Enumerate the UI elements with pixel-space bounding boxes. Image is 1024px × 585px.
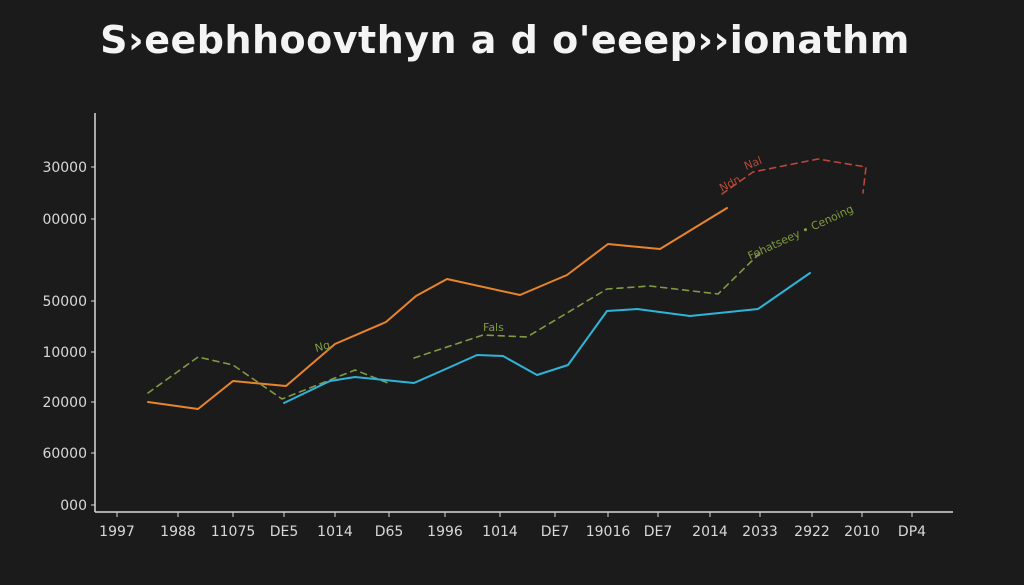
- x-tick-label: 1988: [160, 524, 196, 540]
- x-tick-label: D65: [375, 524, 404, 540]
- x-tick-label: DP4: [898, 524, 926, 540]
- x-tick-label: 2922: [794, 524, 830, 540]
- x-tick-label: 1014: [317, 524, 353, 540]
- series-red-dashed: [721, 158, 867, 195]
- x-tick-label: 19016: [586, 524, 631, 540]
- y-tick-label: 000: [60, 498, 87, 514]
- series-blue-solid: [283, 272, 811, 404]
- y-tick-label: 10000: [42, 345, 87, 361]
- x-tick-label: DE7: [644, 524, 673, 540]
- annotation-label: Fals: [483, 321, 504, 334]
- y-tick-label: 00000: [42, 212, 87, 228]
- chart-axes: [94, 113, 953, 513]
- series-green-dashed-late: [413, 252, 761, 359]
- annotation-label: Ng: [313, 338, 331, 354]
- y-axis-ticks: 30000 00000 50000 10000 20000 60000 000: [42, 160, 95, 514]
- x-tick-label: 2033: [742, 524, 778, 540]
- annotation-label: Fehatseey • Cenoing: [746, 202, 856, 262]
- y-tick-label: 60000: [42, 446, 87, 462]
- annotation-label: Nal: [742, 154, 764, 173]
- chart-title: S›eebhhoovthyn a d o'eeep››ionathm: [100, 18, 910, 62]
- x-tick-label: 2010: [844, 524, 880, 540]
- series-green-dashed-early: [147, 356, 389, 400]
- x-tick-label: DE5: [270, 524, 299, 540]
- x-tick-label: 11075: [211, 524, 256, 540]
- x-tick-label: DE7: [541, 524, 570, 540]
- y-tick-label: 30000: [42, 160, 87, 176]
- y-tick-label: 50000: [42, 294, 87, 310]
- annotation-label: Ndn: [717, 173, 743, 195]
- x-tick-label: 1997: [99, 524, 135, 540]
- x-tick-label: 2014: [692, 524, 728, 540]
- x-tick-label: 1996: [427, 524, 463, 540]
- chart-series: [147, 158, 867, 410]
- x-tick-label: 1014: [482, 524, 518, 540]
- y-tick-label: 20000: [42, 395, 87, 411]
- x-axis-ticks: 1997 1988 11075 DE5 1014 D65 1996 1014 DE7 19016 D…: [99, 512, 926, 540]
- series-orange-solid: [147, 207, 728, 410]
